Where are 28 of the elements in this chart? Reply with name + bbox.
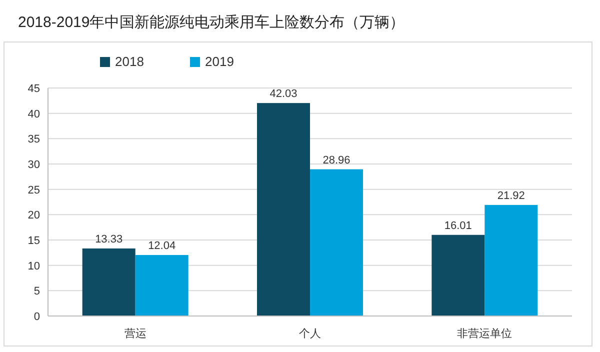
y-tick-label: 35 bbox=[28, 134, 40, 146]
bar bbox=[310, 169, 363, 316]
y-tick-label: 0 bbox=[34, 311, 40, 323]
y-tick-label: 15 bbox=[28, 235, 40, 247]
bar bbox=[432, 234, 485, 316]
bar bbox=[135, 254, 188, 316]
y-tick-label: 10 bbox=[28, 260, 40, 272]
y-tick-label: 40 bbox=[28, 108, 40, 120]
bar bbox=[484, 204, 538, 316]
x-tick-label: 个人 bbox=[299, 328, 321, 340]
x-tick-label: 营运 bbox=[124, 327, 146, 340]
legend-label: 2019 bbox=[205, 54, 234, 69]
y-tick-label: 25 bbox=[28, 184, 40, 196]
legend-label: 2018 bbox=[115, 54, 144, 69]
data-label: 16.01 bbox=[444, 220, 472, 232]
bar bbox=[257, 103, 310, 316]
x-tick-label: 非营运单位 bbox=[457, 327, 512, 340]
chart-title: 2018-2019年中国新能源纯电动乘用车上险数分布（万辆） bbox=[18, 14, 405, 31]
data-label: 13.33 bbox=[95, 233, 123, 246]
data-label: 28.96 bbox=[322, 154, 350, 166]
y-tick-label: 5 bbox=[34, 286, 40, 298]
y-tick-label: 20 bbox=[28, 210, 40, 222]
data-label: 12.04 bbox=[148, 240, 176, 252]
data-label: 42.03 bbox=[270, 88, 298, 100]
y-tick-label: 30 bbox=[28, 159, 40, 171]
y-tick-label: 45 bbox=[28, 83, 40, 95]
data-label: 21.92 bbox=[497, 190, 525, 202]
bar bbox=[82, 248, 136, 316]
